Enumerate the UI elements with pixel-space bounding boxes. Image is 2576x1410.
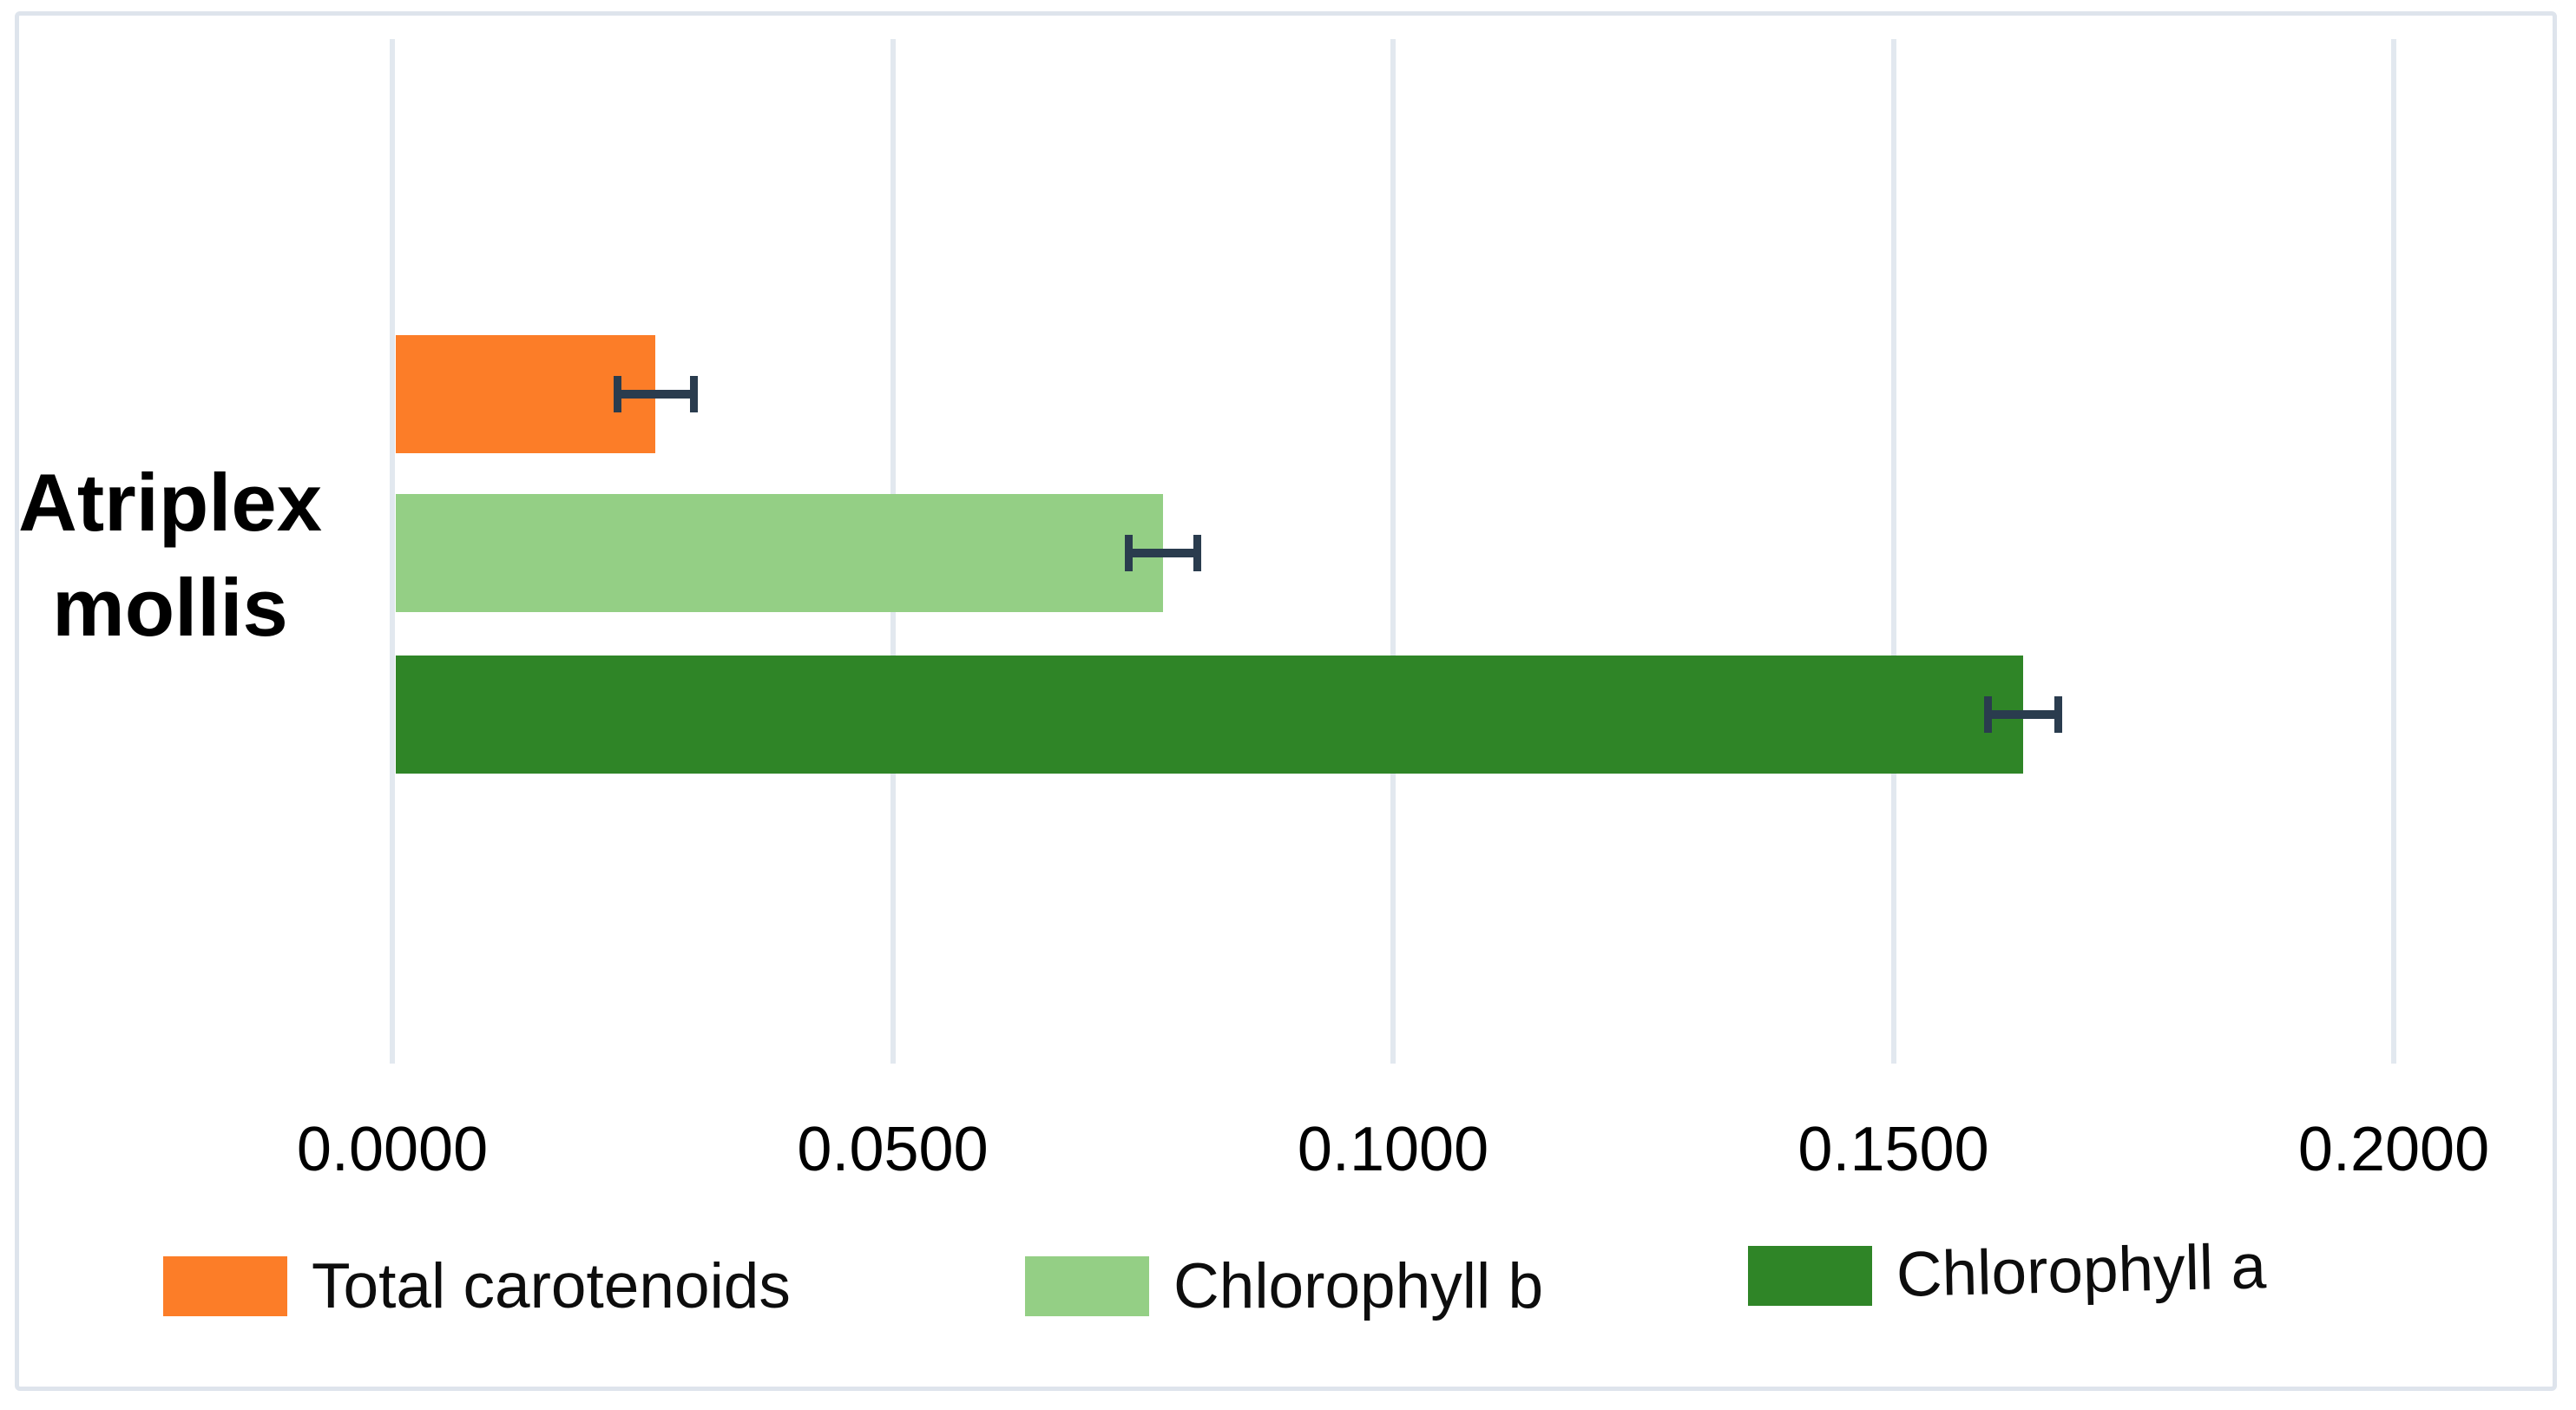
error-bar-chlorophyll-a: [1984, 696, 2063, 733]
legend-label: Chlorophyll a: [1896, 1231, 2267, 1310]
legend-item-chlorophyll-b: Chlorophyll b: [1025, 1251, 1544, 1321]
error-bar-cap-right: [689, 376, 698, 412]
legend-item-total-carotenoids: Total carotenoids: [163, 1251, 791, 1321]
x-tick-label-0.0000: 0.0000: [296, 1115, 489, 1184]
gridline-0.1000: [1390, 39, 1396, 1064]
error-bar-line: [1984, 710, 2063, 719]
error-bar-line: [613, 390, 698, 399]
error-bar-cap-left: [613, 376, 621, 412]
legend-label: Chlorophyll b: [1173, 1251, 1544, 1321]
bar-total-carotenoids: [396, 335, 656, 453]
gridline-0.0000: [390, 39, 395, 1064]
bar-chlorophyll-b: [396, 494, 1163, 612]
legend-item-chlorophyll-a: Chlorophyll a: [1748, 1231, 2267, 1310]
x-tick-label-0.0500: 0.0500: [797, 1115, 989, 1184]
gridline-0.2000: [2391, 39, 2396, 1064]
error-bar-chlorophyll-b: [1124, 535, 1201, 571]
legend-swatch-total-carotenoids: [163, 1256, 287, 1316]
x-tick-label-0.1500: 0.1500: [1797, 1115, 1989, 1184]
error-bar-cap-left: [1124, 535, 1133, 571]
legend-label: Total carotenoids: [312, 1251, 791, 1321]
legend-swatch-chlorophyll-a: [1748, 1246, 1872, 1306]
category-label: Atriplex mollis: [18, 457, 322, 653]
error-bar-cap-left: [1984, 696, 1993, 733]
error-bar-total-carotenoids: [613, 376, 698, 412]
error-bar-line: [1124, 549, 1201, 557]
x-tick-label-0.2000: 0.2000: [2297, 1115, 2490, 1184]
bar-chlorophyll-a: [396, 656, 2024, 774]
gridline-0.1500: [1890, 39, 1896, 1064]
error-bar-cap-right: [2054, 696, 2063, 733]
error-bar-cap-right: [1193, 535, 1201, 571]
legend-swatch-chlorophyll-b: [1025, 1256, 1149, 1316]
x-tick-label-0.1000: 0.1000: [1297, 1115, 1489, 1184]
